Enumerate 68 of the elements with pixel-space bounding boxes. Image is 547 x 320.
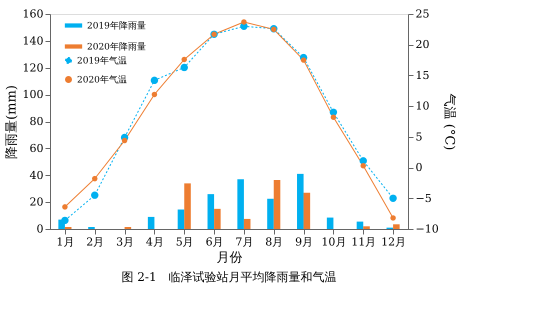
point xyxy=(360,162,366,168)
x-tick-label: 6月 xyxy=(206,236,224,248)
bar xyxy=(274,180,280,229)
legend-label: 2020年降雨量 xyxy=(87,42,146,52)
y-tick-label: 100 xyxy=(22,88,44,102)
bar xyxy=(304,192,310,229)
point xyxy=(62,204,68,210)
x-tick-label: 3月 xyxy=(116,236,134,248)
bar xyxy=(297,174,304,229)
y-tick-label: 60 xyxy=(30,142,44,155)
x-tick-label: 7月 xyxy=(235,236,254,248)
y-tick-label: 160 xyxy=(22,8,44,20)
x-tick-label: 11月 xyxy=(351,236,376,248)
bar xyxy=(178,210,184,229)
legend-label: 2019年气温 xyxy=(77,56,127,66)
bar xyxy=(148,216,154,229)
y-tick-label: 80 xyxy=(30,115,44,128)
y-tick-label: 0 xyxy=(36,222,44,236)
text: 图 2-1 临泽试验站月平均降雨量和气温 xyxy=(121,270,337,284)
x-tick-label: 9月 xyxy=(295,236,314,248)
y2-tick-label: −5 xyxy=(416,192,432,205)
y2-tick-label: −10 xyxy=(416,222,439,236)
bar xyxy=(237,179,244,229)
bar xyxy=(267,198,274,229)
y-tick-label: 40 xyxy=(30,168,44,182)
point xyxy=(122,138,128,144)
bar xyxy=(214,208,221,229)
x-tick-label: 4月 xyxy=(146,236,164,248)
point xyxy=(300,57,306,63)
x-tick-label: 2月 xyxy=(86,236,104,248)
x-tick-label: 8月 xyxy=(265,236,284,248)
point xyxy=(150,76,158,84)
y2-tick-label: 15 xyxy=(416,68,430,82)
point xyxy=(180,64,188,72)
x-tick-label: 5月 xyxy=(176,236,194,248)
point xyxy=(241,19,247,25)
x-axis-title: 月份 xyxy=(216,250,242,266)
y2-tick-label: 25 xyxy=(416,8,430,20)
bar xyxy=(208,194,214,229)
y-axis-title: 降雨量(mm) xyxy=(4,85,20,159)
x-tick-label: 1月 xyxy=(56,236,74,248)
point xyxy=(91,192,98,199)
bar xyxy=(244,218,250,229)
point xyxy=(390,215,396,221)
point xyxy=(92,176,98,182)
legend-label: 2020年气温 xyxy=(77,74,127,86)
x-tick-label: 12月 xyxy=(381,236,406,248)
point xyxy=(330,114,336,120)
point xyxy=(182,56,187,62)
legend-label: 2019年降雨量 xyxy=(87,20,146,32)
point xyxy=(61,216,69,224)
bar xyxy=(393,224,400,229)
point xyxy=(360,157,367,165)
y2-axis-title: 气温 (°C) xyxy=(442,94,457,150)
y2-tick-label: 10 xyxy=(416,100,430,113)
bar xyxy=(184,183,191,229)
point xyxy=(152,92,158,98)
y2-tick-label: 0 xyxy=(416,161,422,174)
bar xyxy=(363,226,370,229)
y-tick-label: 120 xyxy=(22,61,44,74)
y2-tick-label: 5 xyxy=(416,130,422,144)
y-tick-label: 140 xyxy=(22,34,44,48)
x-tick-label: 10月 xyxy=(321,236,346,248)
y2-tick-label: 20 xyxy=(416,38,430,52)
bar xyxy=(356,222,364,229)
point xyxy=(389,194,397,202)
bar xyxy=(326,218,334,229)
y-tick-label: 20 xyxy=(30,196,44,209)
